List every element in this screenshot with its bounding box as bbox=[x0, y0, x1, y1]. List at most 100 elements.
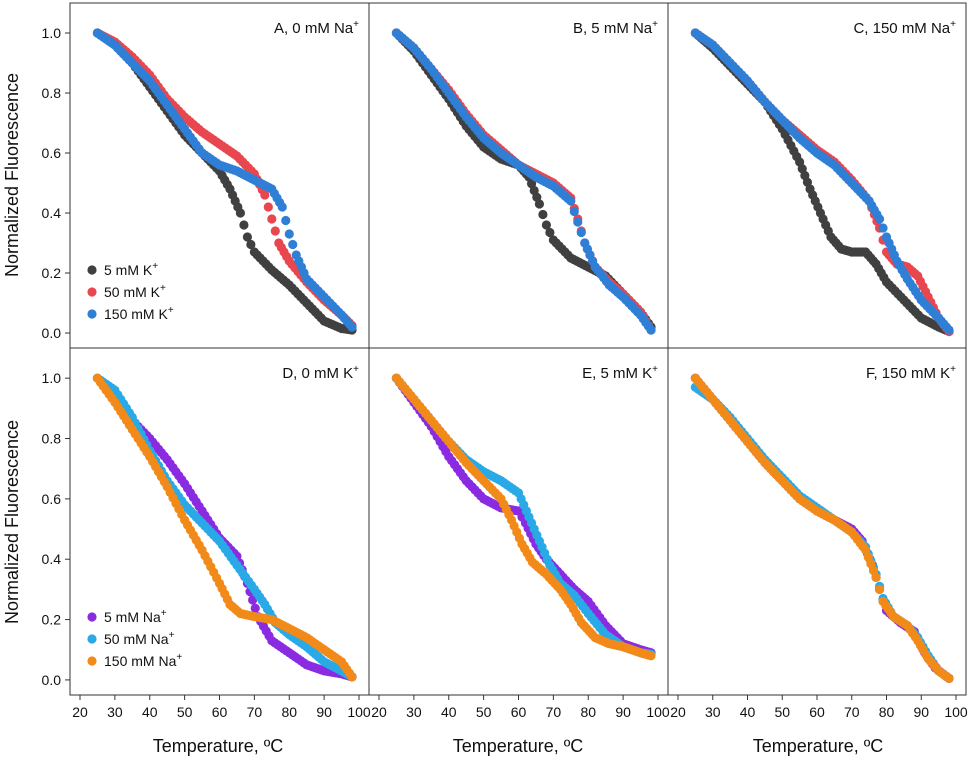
y-tick-label: 0.4 bbox=[42, 551, 62, 567]
data-point bbox=[248, 595, 258, 605]
legend-label-sup: + bbox=[168, 305, 174, 316]
legend-label-sup: + bbox=[176, 652, 182, 663]
legend-label-text: 150 mM K bbox=[104, 306, 168, 322]
x-tick-label: 50 bbox=[177, 704, 193, 720]
x-tick-label: 50 bbox=[774, 704, 790, 720]
y-tick-label: 0.2 bbox=[42, 265, 62, 281]
data-point bbox=[347, 672, 357, 682]
x-tick-label: 80 bbox=[580, 704, 596, 720]
panel-title: C, 150 mM Na+ bbox=[853, 19, 956, 37]
panels: 0.00.20.40.60.81.0 A, 0 mM Na+5 mM K+50 m… bbox=[42, 2, 968, 720]
panel-title-text: D, 0 mM K bbox=[282, 365, 353, 382]
legend-label: 50 mM Na+ bbox=[104, 630, 175, 647]
x-tick-label: 50 bbox=[476, 704, 492, 720]
legend-label-text: 50 mM K bbox=[104, 284, 161, 300]
x-tick-label: 100 bbox=[347, 704, 371, 720]
data-point bbox=[284, 229, 294, 239]
panel-title-sup: + bbox=[950, 19, 956, 30]
legend-label: 150 mM K+ bbox=[104, 305, 174, 322]
data-point bbox=[288, 239, 298, 250]
legend-label-sup: + bbox=[152, 261, 158, 272]
data-point bbox=[576, 227, 586, 238]
panel-title-text: B, 5 mM Na bbox=[573, 20, 653, 37]
data-point bbox=[573, 217, 583, 227]
x-tick-label: 90 bbox=[615, 704, 631, 720]
ylabel-top: Normalized Fluorescence bbox=[2, 73, 22, 277]
data-point bbox=[871, 572, 881, 582]
panel-title-sup: + bbox=[652, 364, 658, 375]
legend-label-text: 5 mM Na bbox=[104, 609, 161, 625]
legend-label-sup: + bbox=[160, 283, 166, 294]
data-point bbox=[263, 202, 273, 212]
legend-label: 5 mM K+ bbox=[104, 261, 158, 278]
data-point bbox=[242, 232, 252, 242]
x-tick-label: 30 bbox=[107, 704, 123, 720]
xlabel-col-1: Temperature, ºC bbox=[153, 736, 284, 756]
panel-title-text: C, 150 mM Na bbox=[853, 20, 950, 37]
data-point bbox=[235, 208, 246, 218]
data-point bbox=[545, 227, 555, 238]
data-point bbox=[874, 214, 885, 224]
series-na150 bbox=[391, 373, 656, 661]
x-tick-label: 70 bbox=[546, 704, 562, 720]
x-tick-label: 20 bbox=[670, 704, 686, 720]
data-point bbox=[569, 206, 579, 217]
data-point bbox=[239, 220, 249, 230]
x-tick-label: 90 bbox=[316, 704, 332, 720]
panel-title: A, 0 mM Na+ bbox=[274, 19, 359, 37]
legend-marker bbox=[87, 265, 97, 275]
panel-title-text: E, 5 mM K bbox=[582, 365, 652, 382]
data-point bbox=[270, 226, 280, 236]
legend-label: 50 mM K+ bbox=[104, 283, 166, 300]
legend-label-text: 150 mM Na bbox=[104, 653, 177, 669]
legend-label: 5 mM Na+ bbox=[104, 608, 167, 625]
panel-title-sup: + bbox=[353, 19, 359, 30]
x-tick-label: 40 bbox=[740, 704, 756, 720]
y-tick-label: 0.4 bbox=[42, 205, 62, 221]
legend-marker bbox=[87, 634, 97, 644]
y-tick-label: 0.6 bbox=[42, 491, 62, 507]
x-tick-label: 20 bbox=[371, 704, 387, 720]
data-point bbox=[260, 190, 270, 200]
panel-title-sup: + bbox=[950, 364, 956, 375]
legend-marker bbox=[87, 287, 97, 297]
panel-title: F, 150 mM K+ bbox=[866, 364, 956, 382]
data-point bbox=[944, 325, 954, 335]
x-tick-label: 60 bbox=[511, 704, 527, 720]
series-k150 bbox=[391, 28, 656, 335]
x-tick-label: 70 bbox=[844, 704, 860, 720]
series-na150 bbox=[92, 373, 357, 682]
y-tick-label: 1.0 bbox=[42, 25, 62, 41]
data-point bbox=[874, 584, 885, 594]
x-tick-label: 70 bbox=[247, 704, 263, 720]
data-point bbox=[250, 603, 260, 613]
legend-label: 150 mM Na+ bbox=[104, 652, 182, 669]
data-point bbox=[538, 209, 548, 220]
data-point bbox=[646, 651, 656, 661]
panel-e: 20 30 40 50 60 70 80 90 100 E, 5 mM K+ bbox=[368, 347, 670, 720]
legend-marker bbox=[87, 309, 97, 319]
xlabel-col-3: Temperature, ºC bbox=[753, 736, 884, 756]
data-point bbox=[347, 322, 357, 332]
data-point bbox=[277, 202, 287, 212]
x-tick-label: 80 bbox=[281, 704, 297, 720]
series-k150 bbox=[690, 28, 954, 335]
legend-label-sup: + bbox=[169, 630, 175, 641]
data-point bbox=[534, 199, 545, 209]
x-tick-label: 80 bbox=[879, 704, 895, 720]
legend-label-text: 5 mM K bbox=[104, 262, 153, 278]
legend-label-sup: + bbox=[161, 608, 167, 619]
panel-title-sup: + bbox=[652, 19, 658, 30]
x-tick-label: 100 bbox=[944, 704, 968, 720]
x-tick-label: 20 bbox=[72, 704, 88, 720]
x-tick-label: 60 bbox=[809, 704, 825, 720]
x-tick-label: 100 bbox=[646, 704, 670, 720]
panel-a: 0.00.20.40.60.81.0 A, 0 mM Na+5 mM K+50 m… bbox=[42, 2, 370, 349]
x-tick-label: 30 bbox=[406, 704, 422, 720]
panel-f: 20 30 40 50 60 70 80 90 100 F, 150 mM K+ bbox=[667, 347, 968, 720]
y-tick-label: 0.6 bbox=[42, 145, 62, 161]
y-tick-label: 0.0 bbox=[42, 325, 62, 341]
data-point bbox=[566, 196, 576, 206]
x-tick-label: 30 bbox=[705, 704, 721, 720]
